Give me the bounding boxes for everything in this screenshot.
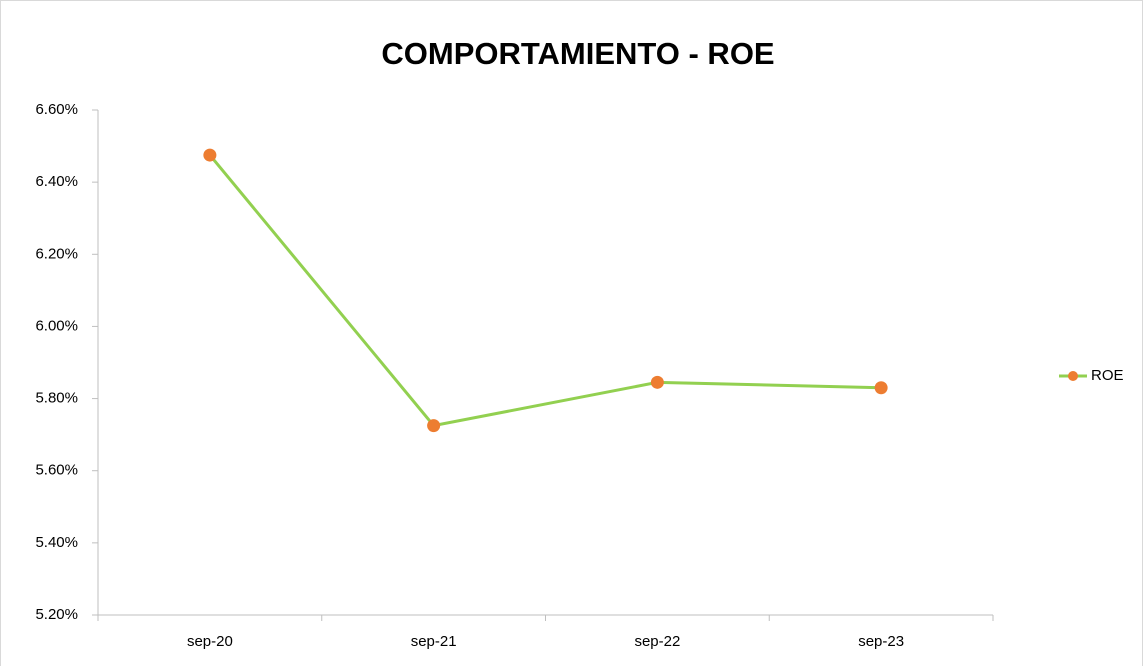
y-tick-label: 6.60%: [35, 101, 78, 118]
x-tick-label: sep-22: [634, 633, 680, 650]
y-tick-label: 5.60%: [35, 462, 78, 479]
legend-label: ROE: [1091, 367, 1124, 384]
data-point: [203, 148, 217, 162]
x-tick-label: sep-21: [411, 633, 457, 650]
data-point: [874, 381, 888, 395]
y-tick-label: 5.40%: [35, 534, 78, 551]
legend-marker: [1068, 371, 1078, 381]
y-tick-label: 6.40%: [35, 173, 78, 190]
data-point: [650, 375, 664, 389]
y-tick-label: 5.20%: [35, 606, 78, 623]
data-point: [427, 419, 441, 433]
y-tick-label: 6.20%: [35, 245, 78, 262]
x-tick-label: sep-20: [187, 633, 233, 650]
series-line: [208, 154, 882, 428]
y-tick-label: 6.00%: [35, 317, 78, 334]
y-tick-label: 5.80%: [35, 390, 78, 407]
x-tick-label: sep-23: [858, 633, 904, 650]
chart-title: COMPORTAMIENTO - ROE: [381, 36, 774, 71]
